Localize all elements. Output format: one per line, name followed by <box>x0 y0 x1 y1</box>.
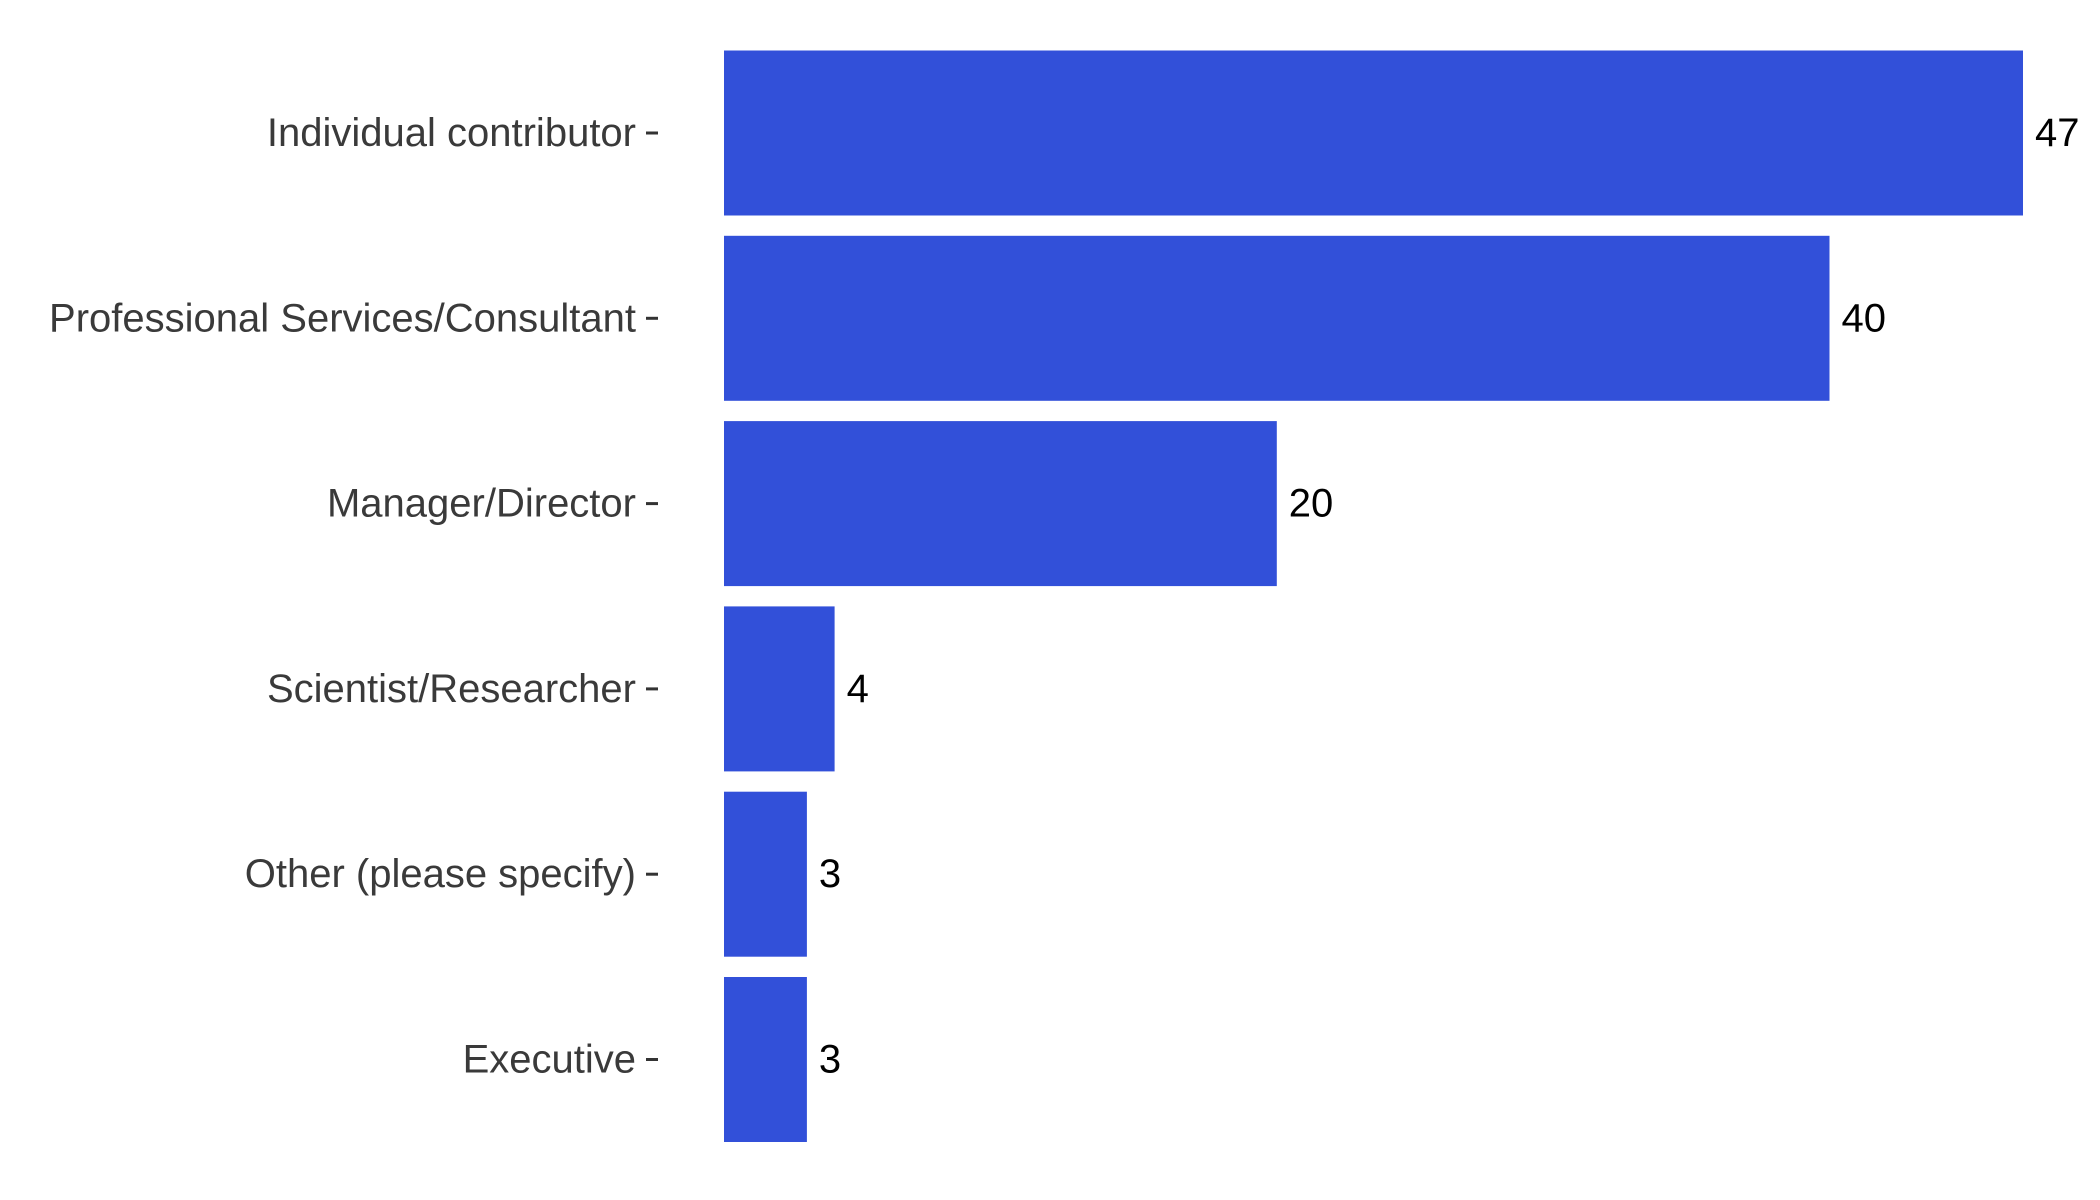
category-label: Individual contributor <box>267 111 636 155</box>
ticks-layer <box>646 131 658 1061</box>
category-labels: Individual contributor Professional Servi… <box>49 111 636 1082</box>
category-label: Professional Services/Consultant <box>49 296 636 340</box>
value-labels: 47 40 20 4 3 3 <box>819 111 2080 1082</box>
value-label: 40 <box>1842 296 1887 340</box>
category-label: Other (please specify) <box>245 852 636 896</box>
bar <box>724 235 1830 401</box>
value-label: 47 <box>2035 111 2080 155</box>
category-label: Scientist/Researcher <box>267 667 636 711</box>
category-label: Executive <box>463 1038 636 1082</box>
value-label: 4 <box>847 667 869 711</box>
bar <box>724 791 807 957</box>
value-label: 3 <box>819 1038 841 1082</box>
bar <box>724 606 835 772</box>
category-label: Manager/Director <box>327 482 636 526</box>
bar <box>724 421 1277 587</box>
bar <box>724 977 807 1142</box>
bar <box>724 50 2023 216</box>
value-label: 3 <box>819 852 841 896</box>
value-label: 20 <box>1289 482 1334 526</box>
bars-layer <box>724 50 2023 1142</box>
